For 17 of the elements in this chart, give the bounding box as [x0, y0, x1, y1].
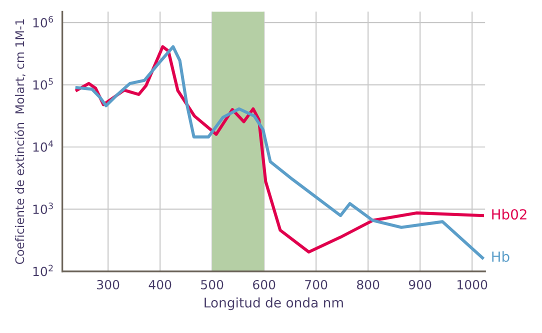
x-tick-label: 700	[305, 280, 328, 290]
x-tick-label: 800	[357, 280, 380, 290]
y-tick-label: 10$^{4}$	[33, 140, 54, 152]
x-axis-title: Longitud de onda nm	[204, 297, 343, 310]
series-label: Hb	[492, 251, 510, 262]
y-tick-label: 10$^{5}$	[33, 78, 53, 90]
y-tick-label: 10$^{2}$	[33, 264, 53, 276]
y-axis-title: Coeficiente de extinción Molart, cm 1M-1	[14, 19, 26, 264]
x-tick-label: 400	[148, 280, 172, 290]
y-tick-label: 10$^{6}$	[33, 16, 54, 28]
x-tick-label: 300	[97, 280, 120, 290]
x-tick-label: 500	[201, 280, 224, 290]
series-label: Hb02	[492, 208, 526, 220]
x-tick-label: 600	[253, 280, 276, 290]
x-tick-label: 900	[408, 280, 432, 290]
x-tick-label: 1000	[458, 280, 488, 290]
y-tick-label: 10$^{3}$	[33, 202, 53, 214]
